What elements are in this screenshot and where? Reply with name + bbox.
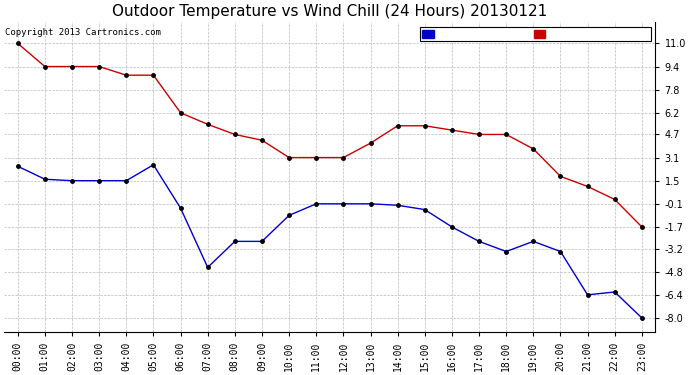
Legend: Wind Chill  (°F), Temperature  (°F): Wind Chill (°F), Temperature (°F) [420,27,651,42]
Title: Outdoor Temperature vs Wind Chill (24 Hours) 20130121: Outdoor Temperature vs Wind Chill (24 Ho… [112,4,547,19]
Text: Copyright 2013 Cartronics.com: Copyright 2013 Cartronics.com [6,28,161,37]
